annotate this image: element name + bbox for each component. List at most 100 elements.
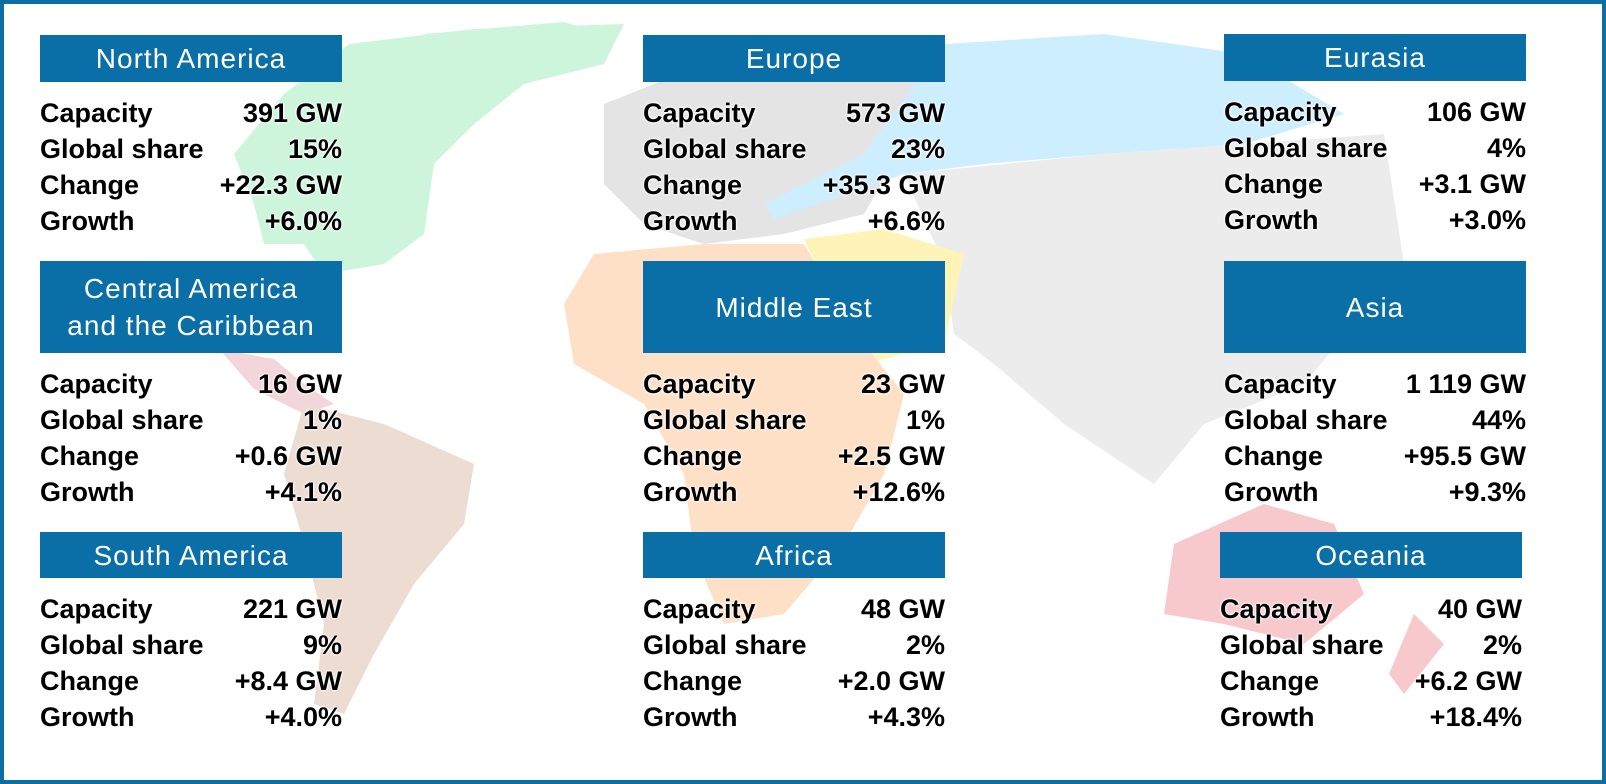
stat-label: Change	[1224, 441, 1324, 471]
stat-label: Growth	[40, 206, 135, 236]
stats-list: Capacity 16 GW Global share 1% Change +0.6 GW…	[40, 366, 342, 510]
stat-label: Global share	[643, 630, 807, 660]
stat-value: +8.4 GW	[234, 666, 342, 696]
region-panel: Oceania Capacity 40 GW Global share 2% Change…	[1220, 532, 1522, 735]
region-title: Middle East	[643, 261, 945, 353]
stat-value: +22.3 GW	[219, 170, 342, 200]
stat-label: Global share	[40, 630, 204, 660]
europe	[604, 54, 964, 244]
stat-label: Growth	[643, 477, 738, 507]
stat-label: Growth	[1224, 477, 1319, 507]
stat-row: Capacity 221 GW	[40, 591, 342, 627]
stat-row: Change +3.1 GW	[1224, 166, 1526, 202]
stats-list: Capacity 40 GW Global share 2% Change +6.2 GW…	[1220, 591, 1522, 735]
stat-value: +12.6%	[852, 477, 945, 507]
stat-value: +35.3 GW	[822, 170, 945, 200]
stat-label: Capacity	[643, 369, 756, 399]
stat-value: +6.2 GW	[1414, 666, 1522, 696]
stat-value: 9%	[302, 630, 342, 660]
stat-label: Capacity	[40, 98, 153, 128]
stat-row: Global share 4%	[1224, 130, 1526, 166]
stat-label: Global share	[40, 405, 204, 435]
region-title: Eurasia	[1224, 34, 1526, 81]
stat-value: +4.0%	[264, 702, 342, 732]
stat-value: 4%	[1486, 133, 1526, 163]
stat-row: Global share 23%	[643, 131, 945, 167]
stat-label: Change	[1224, 169, 1324, 199]
stat-row: Capacity 23 GW	[643, 366, 945, 402]
stat-value: 1 119 GW	[1405, 369, 1526, 399]
stat-row: Change +22.3 GW	[40, 167, 342, 203]
stats-list: Capacity 48 GW Global share 2% Change +2.0 GW…	[643, 591, 945, 735]
stat-value: +3.1 GW	[1418, 169, 1526, 199]
stat-value: +4.1%	[264, 477, 342, 507]
stats-list: Capacity 23 GW Global share 1% Change +2.5 GW…	[643, 366, 945, 510]
region-panel: Middle East Capacity 23 GW Global share 1% Ch…	[643, 261, 945, 510]
stat-label: Capacity	[1220, 594, 1333, 624]
stat-label: Change	[643, 666, 743, 696]
stat-label: Growth	[1220, 702, 1315, 732]
region-panel: South America Capacity 221 GW Global share 9…	[40, 532, 342, 735]
stat-row: Change +35.3 GW	[643, 167, 945, 203]
stat-label: Capacity	[40, 594, 153, 624]
stat-value: +2.0 GW	[837, 666, 945, 696]
stat-row: Global share 2%	[1220, 627, 1522, 663]
region-panel: Central America and the Caribbean Capacit…	[40, 261, 342, 510]
stats-list: Capacity 221 GW Global share 9% Change +8.4 G…	[40, 591, 342, 735]
stat-label: Capacity	[1224, 97, 1337, 127]
stats-list: Capacity 573 GW Global share 23% Change +35.3…	[643, 95, 945, 239]
stat-label: Global share	[1224, 405, 1388, 435]
stat-row: Capacity 1 119 GW	[1224, 366, 1526, 402]
stat-label: Capacity	[40, 369, 153, 399]
stat-row: Global share 2%	[643, 627, 945, 663]
region-title: Europe	[643, 35, 945, 82]
stat-label: Growth	[643, 702, 738, 732]
greenland	[424, 22, 604, 84]
region-panel: Africa Capacity 48 GW Global share 2% Change +…	[643, 532, 945, 735]
stat-value: 23%	[890, 134, 945, 164]
region-title: North America	[40, 35, 342, 82]
stat-value: 2%	[905, 630, 945, 660]
stat-value: +95.5 GW	[1403, 441, 1526, 471]
stat-value: +2.5 GW	[837, 441, 945, 471]
stat-row: Capacity 16 GW	[40, 366, 342, 402]
stat-row: Growth +12.6%	[643, 474, 945, 510]
stat-row: Change +0.6 GW	[40, 438, 342, 474]
new-zealand	[1389, 614, 1444, 694]
stat-row: Growth +9.3%	[1224, 474, 1526, 510]
stat-label: Change	[40, 441, 140, 471]
region-title: Asia	[1224, 261, 1526, 353]
stat-row: Change +8.4 GW	[40, 663, 342, 699]
stat-row: Capacity 40 GW	[1220, 591, 1522, 627]
region-title: Central America and the Caribbean	[40, 261, 342, 353]
stat-label: Growth	[1224, 205, 1319, 235]
stat-row: Growth +3.0%	[1224, 202, 1526, 238]
stat-label: Capacity	[643, 98, 756, 128]
stat-label: Global share	[1220, 630, 1384, 660]
stat-row: Change +6.2 GW	[1220, 663, 1522, 699]
stats-list: Capacity 391 GW Global share 15% Change +22.3…	[40, 95, 342, 239]
stat-value: +9.3%	[1448, 477, 1526, 507]
region-panel: Europe Capacity 573 GW Global share 23% Chang…	[643, 35, 945, 239]
stat-row: Growth +6.6%	[643, 203, 945, 239]
stat-label: Change	[1220, 666, 1320, 696]
stat-label: Change	[40, 170, 140, 200]
stat-label: Change	[643, 441, 743, 471]
stat-value: +4.3%	[867, 702, 945, 732]
stat-row: Growth +4.0%	[40, 699, 342, 735]
stat-label: Change	[40, 666, 140, 696]
stat-value: 2%	[1482, 630, 1522, 660]
stat-label: Growth	[643, 206, 738, 236]
stat-value: 1%	[302, 405, 342, 435]
stat-row: Global share 1%	[643, 402, 945, 438]
stat-value: +18.4%	[1429, 702, 1522, 732]
stat-row: Growth +4.1%	[40, 474, 342, 510]
region-panel: Asia Capacity 1 119 GW Global share 44% Chang…	[1224, 261, 1526, 510]
stat-value: 106 GW	[1426, 97, 1526, 127]
stat-row: Global share 9%	[40, 627, 342, 663]
eurasia	[764, 34, 1344, 219]
stat-row: Capacity 573 GW	[643, 95, 945, 131]
stat-value: 44%	[1471, 405, 1526, 435]
